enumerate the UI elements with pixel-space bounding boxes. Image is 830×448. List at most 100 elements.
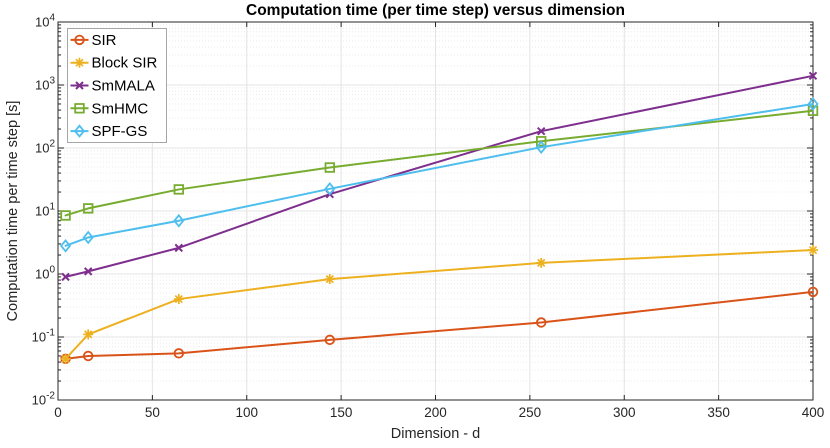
marker-diamond-shape <box>73 124 86 138</box>
marker-asterisk <box>74 57 85 68</box>
marker-diamond-shape <box>173 213 185 228</box>
marker-x-stroke <box>536 126 546 136</box>
marker-square-shape <box>807 105 819 116</box>
marker-circle <box>324 334 336 346</box>
marker-diamond <box>535 140 547 155</box>
marker-x <box>174 243 184 253</box>
series-smmala <box>61 71 818 282</box>
marker-circle-shape <box>324 334 336 346</box>
x-tick-label: 350 <box>707 405 730 420</box>
marker-asterisk-stroke <box>808 245 818 255</box>
marker-x-stroke <box>808 71 818 81</box>
legend: SIR Block SIR SmMALA SmHMC SPF-GS <box>67 28 167 143</box>
series-smhmc <box>60 105 819 221</box>
legend-label: SIR <box>92 32 117 49</box>
plot-border <box>57 21 814 401</box>
x-axis-label: Dimension - d <box>390 426 481 442</box>
marker-x-stroke <box>61 272 70 282</box>
marker-x <box>808 71 818 81</box>
marker-asterisk-stroke <box>84 330 93 339</box>
marker-square <box>173 184 185 195</box>
marker-square-shape <box>536 136 547 147</box>
marker-diamond-shape <box>59 239 72 253</box>
marker-circle-shape <box>82 350 94 362</box>
marker-diamond <box>59 239 72 253</box>
marker-asterisk-stroke <box>537 258 546 268</box>
x-tick-label: 400 <box>802 405 825 420</box>
chart-title: Computation time (per time step) versus … <box>246 2 625 19</box>
marker-circle <box>82 350 94 362</box>
legend-label: SPF-GS <box>92 123 148 140</box>
marker-asterisk-stroke <box>61 354 70 363</box>
y-tick-label: 101 <box>35 202 55 219</box>
series-line-smhmc <box>64 109 814 217</box>
marker-x <box>536 126 546 136</box>
y-tick-label: 100 <box>35 265 55 282</box>
series-line-block-sir <box>64 249 814 360</box>
y-tick-label: 102 <box>35 139 55 156</box>
x-tick-label: 50 <box>145 405 160 420</box>
y-axis-label: Computation time per time step [s] <box>5 100 21 322</box>
marker-asterisk-stroke <box>325 274 334 284</box>
marker-asterisk <box>83 329 94 340</box>
marker-x-stroke <box>174 243 184 253</box>
marker-square-shape <box>173 184 185 195</box>
marker-diamond-shape <box>535 140 547 155</box>
marker-asterisk <box>60 353 71 364</box>
marker-square-shape <box>60 210 71 221</box>
marker-circle-shape <box>173 348 185 359</box>
legend-entry-sir: SIR <box>70 32 117 49</box>
marker-diamond <box>73 124 86 138</box>
marker-circle <box>807 286 819 298</box>
marker-square-shape <box>74 103 85 114</box>
marker-square <box>74 103 85 114</box>
marker-square <box>324 162 336 173</box>
legend-entry-smmala: SmMALA <box>70 78 155 95</box>
marker-square <box>83 203 94 214</box>
marker-x <box>75 81 84 90</box>
marker-x <box>61 272 70 282</box>
marker-x-stroke <box>75 81 84 90</box>
marker-diamond-shape <box>807 97 819 111</box>
series-line-smmala <box>64 74 814 278</box>
x-tick-label: 100 <box>235 405 258 420</box>
marker-square-shape <box>83 203 94 214</box>
marker-diamond-shape <box>82 230 94 245</box>
y-tick-label: 10-2 <box>32 391 56 408</box>
legend-entry-spf-gs: SPF-GS <box>70 123 148 140</box>
x-tick-label: 250 <box>519 405 542 420</box>
legend-entry-smhmc: SmHMC <box>70 100 149 117</box>
series-spf-gs <box>59 97 819 253</box>
legend-label: SmMALA <box>92 78 155 95</box>
marker-square <box>60 210 71 221</box>
x-tick-label: 150 <box>330 405 353 420</box>
y-tick-label: 104 <box>35 13 55 30</box>
x-tick-label: 200 <box>424 405 447 420</box>
marker-circle-shape <box>536 317 547 328</box>
marker-asterisk <box>808 245 818 256</box>
y-tick-label: 10-1 <box>32 328 56 345</box>
legend-label: Block SIR <box>92 55 158 72</box>
marker-diamond <box>82 230 94 245</box>
legend-label: SmHMC <box>92 100 149 117</box>
marker-circle <box>173 348 185 359</box>
marker-square-shape <box>324 162 336 173</box>
marker-circle <box>74 34 85 46</box>
y-tick-label: 103 <box>35 76 55 93</box>
marker-asterisk <box>536 257 547 268</box>
marker-circle-shape <box>807 286 819 298</box>
marker-diamond <box>324 181 336 196</box>
series-block-sir <box>60 245 818 364</box>
x-tick-label: 300 <box>613 405 636 420</box>
marker-diamond <box>173 213 185 228</box>
legend-entry-block-sir: Block SIR <box>70 55 158 72</box>
marker-square <box>536 136 547 147</box>
marker-asterisk <box>324 274 335 285</box>
marker-asterisk-stroke <box>75 58 84 67</box>
marker-asterisk-stroke <box>174 294 183 304</box>
marker-square <box>807 105 819 116</box>
marker-x-stroke <box>83 267 93 276</box>
marker-circle-shape <box>74 34 85 46</box>
marker-circle <box>536 317 547 328</box>
